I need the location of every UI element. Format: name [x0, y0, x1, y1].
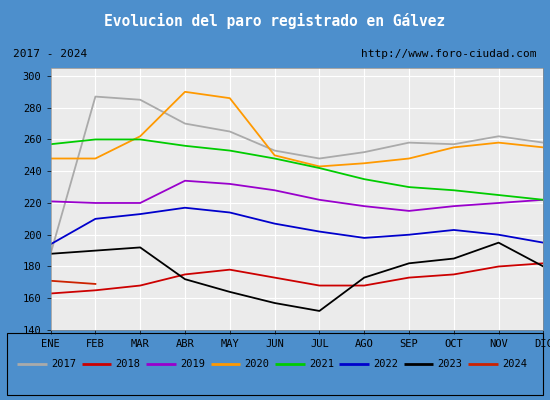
Text: http://www.foro-ciudad.com: http://www.foro-ciudad.com	[361, 49, 537, 59]
Text: 2021: 2021	[309, 359, 334, 369]
Text: 2018: 2018	[116, 359, 141, 369]
Text: 2024: 2024	[502, 359, 527, 369]
Text: 2017: 2017	[51, 359, 76, 369]
Text: 2017 - 2024: 2017 - 2024	[13, 49, 87, 59]
Text: 2022: 2022	[373, 359, 398, 369]
Text: Evolucion del paro registrado en Gálvez: Evolucion del paro registrado en Gálvez	[104, 13, 446, 29]
Text: 2019: 2019	[180, 359, 205, 369]
Text: 2020: 2020	[244, 359, 270, 369]
Text: 2023: 2023	[438, 359, 463, 369]
